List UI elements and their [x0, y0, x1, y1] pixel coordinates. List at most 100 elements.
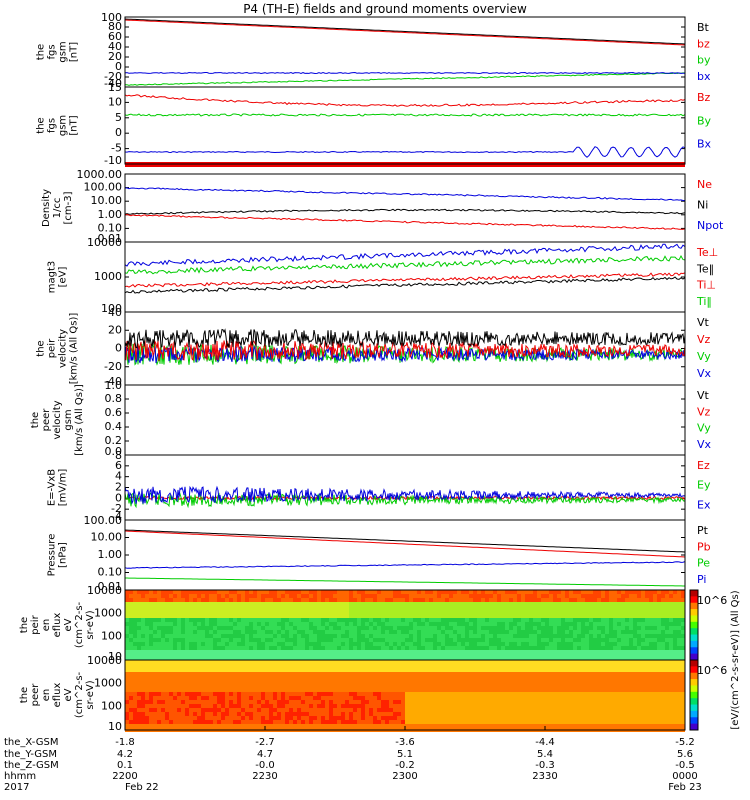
spectrogram-cell [285, 594, 289, 598]
spectrogram-cell [133, 598, 137, 602]
spectrogram-cell [581, 650, 585, 654]
spectrogram-cell [657, 654, 661, 658]
spectrogram-cell [345, 602, 349, 606]
spectrogram-cell [317, 708, 321, 712]
spectrogram-cell [621, 634, 625, 638]
spectrogram-cell [205, 716, 209, 720]
spectrogram-cell [469, 606, 473, 610]
spectrogram-cell [401, 598, 405, 602]
spectrogram-cell [257, 676, 261, 680]
spectrogram-cell [369, 610, 373, 614]
spectrogram-cell [189, 646, 193, 650]
spectrogram-cell [457, 626, 461, 630]
spectrogram-cell [489, 684, 493, 688]
spectrogram-cell [137, 668, 141, 672]
spectrogram-cell [481, 688, 485, 692]
spectrogram-cell [181, 590, 185, 594]
spectrogram-cell [161, 618, 165, 622]
spectrogram-cell [225, 680, 229, 684]
spectrogram-cell [425, 704, 429, 708]
spectrogram-cell [605, 712, 609, 716]
spectrogram-cell [145, 724, 149, 728]
spectrogram-cell [309, 724, 313, 728]
spectrogram-cell [357, 676, 361, 680]
spectrogram-cell [369, 664, 373, 668]
spectrogram-cell [205, 618, 209, 622]
spectrogram-cell [389, 660, 393, 664]
spectrogram-cell [565, 676, 569, 680]
spectrogram-cell [441, 590, 445, 594]
spectrogram-cell [509, 638, 513, 642]
spectrogram-cell [629, 650, 633, 654]
spectrogram-cell [393, 672, 397, 676]
spectrogram-cell [593, 614, 597, 618]
y-axis-label: en [41, 689, 52, 702]
spectrogram-cell [557, 668, 561, 672]
y-tick-label: 0.0 [105, 445, 123, 458]
spectrogram-cell [425, 716, 429, 720]
spectrogram-cell [529, 724, 533, 728]
spectrogram-cell [261, 642, 265, 646]
spectrogram-cell [549, 594, 553, 598]
spectrogram-cell [625, 618, 629, 622]
spectrogram-cell [653, 614, 657, 618]
spectrogram-cell [445, 610, 449, 614]
spectrogram-cell [353, 638, 357, 642]
y-tick-label: -4 [111, 510, 122, 523]
spectrogram-cell [449, 638, 453, 642]
spectrogram-cell [525, 590, 529, 594]
spectrogram-cell [185, 638, 189, 642]
spectrogram-cell [605, 610, 609, 614]
spectrogram-cell [389, 638, 393, 642]
spectrogram-cell [269, 680, 273, 684]
spectrogram-cell [281, 676, 285, 680]
spectrogram-cell [633, 646, 637, 650]
spectrogram-cell [253, 684, 257, 688]
spectrogram-cell [161, 660, 165, 664]
spectrogram-cell [385, 708, 389, 712]
spectrogram-cell [193, 598, 197, 602]
spectrogram-cell [493, 716, 497, 720]
spectrogram-cell [241, 634, 245, 638]
spectrogram-cell [241, 712, 245, 716]
spectrogram-cell [521, 720, 525, 724]
spectrogram-cell [125, 594, 129, 598]
spectrogram-cell [373, 642, 377, 646]
spectrogram-cell [597, 642, 601, 646]
spectrogram-cell [273, 660, 277, 664]
spectrogram-cell [285, 684, 289, 688]
spectrogram-cell [301, 622, 305, 626]
spectrogram-cell [373, 618, 377, 622]
spectrogram-cell [657, 606, 661, 610]
spectrogram-cell [337, 614, 341, 618]
spectrogram-cell [473, 672, 477, 676]
spectrogram-cell [385, 696, 389, 700]
spectrogram-cell [605, 672, 609, 676]
spectrogram-cell [669, 650, 673, 654]
spectrogram-cell [417, 614, 421, 618]
spectrogram-cell [305, 684, 309, 688]
spectrogram-cell [525, 594, 529, 598]
spectrogram-cell [541, 598, 545, 602]
spectrogram-cell [661, 650, 665, 654]
spectrogram-cell [365, 696, 369, 700]
spectrogram-cell [269, 642, 273, 646]
spectrogram-cell [641, 638, 645, 642]
spectrogram-cell [553, 716, 557, 720]
y-tick-label: 1000 [94, 676, 122, 689]
spectrogram-cell [505, 696, 509, 700]
spectrogram-cell [421, 664, 425, 668]
spectrogram-cell [169, 646, 173, 650]
spectrogram-cell [633, 594, 637, 598]
spectrogram-cell [185, 646, 189, 650]
spectrogram-cell [129, 688, 133, 692]
spectrogram-cell [133, 594, 137, 598]
spectrogram-cell [205, 684, 209, 688]
spectrogram-cell [385, 642, 389, 646]
spectrogram-cell [457, 602, 461, 606]
spectrogram-cell [497, 654, 501, 658]
spectrogram-cell [165, 660, 169, 664]
spectrogram-cell [221, 602, 225, 606]
spectrogram-cell [377, 602, 381, 606]
spectrogram-cell [541, 716, 545, 720]
